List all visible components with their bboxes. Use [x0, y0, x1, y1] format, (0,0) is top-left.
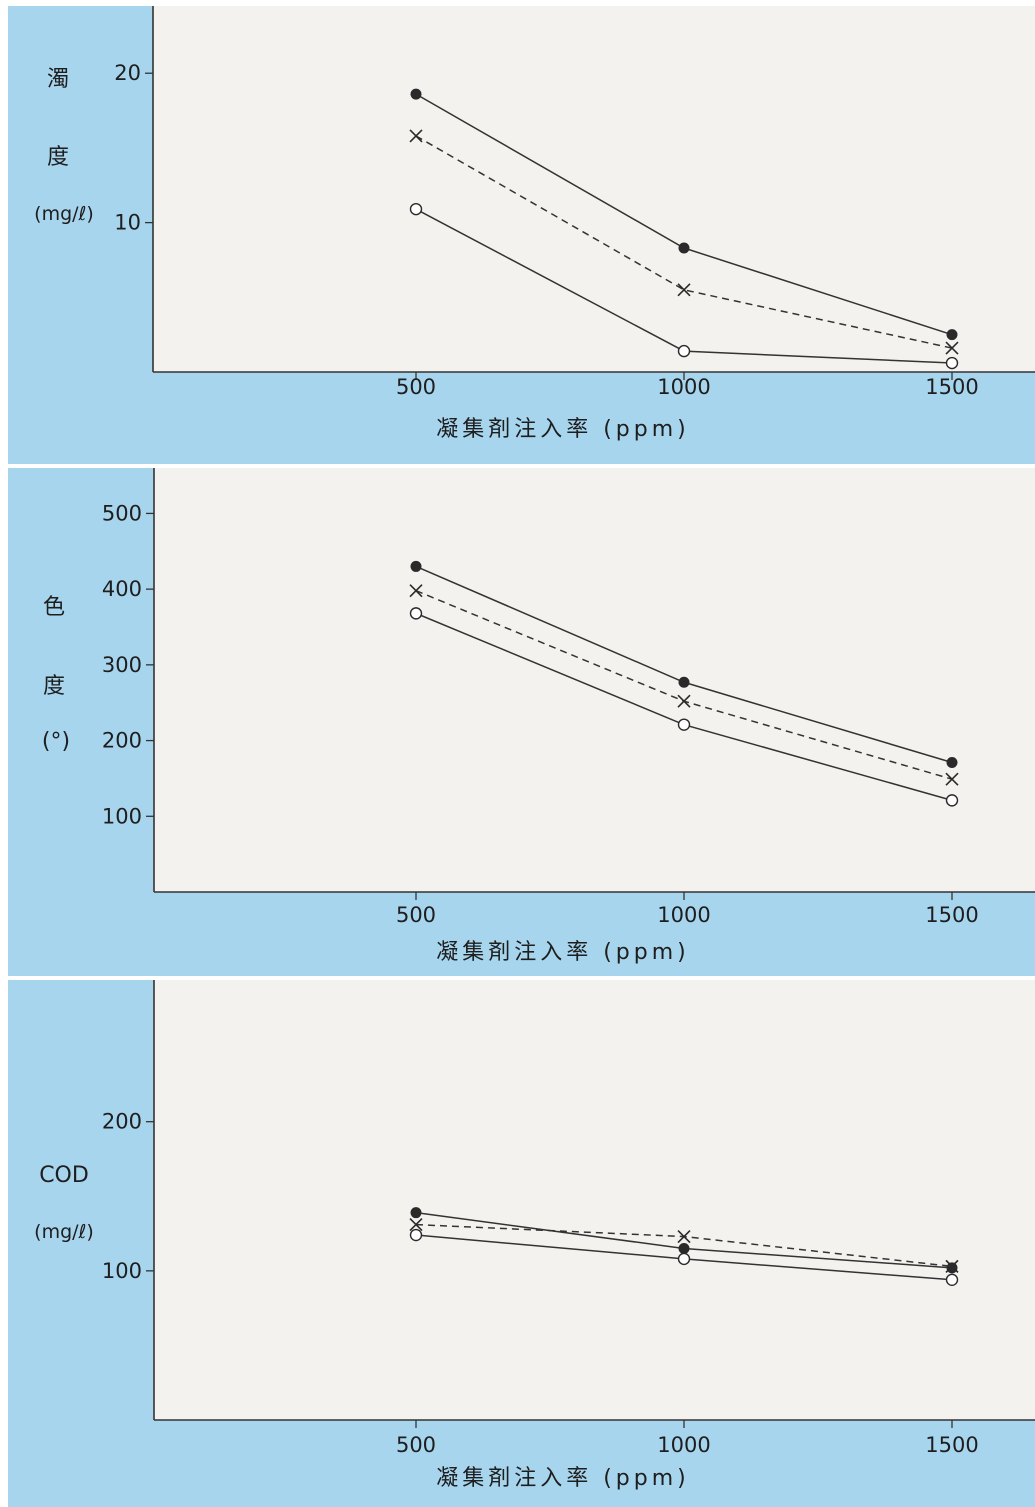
x-axis-label: 凝集剤注入率 (ppm) [436, 1466, 690, 1491]
y-tick-label: 400 [102, 577, 142, 601]
filled-circle-point [678, 676, 690, 688]
open-circle-point [945, 794, 959, 807]
x-tick-label: 1000 [657, 1433, 710, 1457]
y-tick-label: 200 [102, 729, 142, 753]
x-tick-label: 1000 [657, 375, 710, 399]
cod-chart: 100 200 500 1000 1500 凝集剤注入率 (ppm) COD (mg/ℓ) [34, 980, 1035, 1491]
cross-point [677, 1229, 691, 1244]
cross-point [409, 129, 423, 143]
x-tick-label: 1500 [925, 375, 978, 399]
plot-area [154, 468, 1035, 892]
y-tick-label: 20 [114, 61, 141, 85]
cross-stroke [409, 129, 423, 143]
x-tick-label: 1500 [925, 1433, 978, 1457]
filled-circle-point [410, 1207, 422, 1219]
open-circle-point [409, 607, 423, 620]
cross-stroke [677, 1229, 691, 1244]
y-tick-label: 200 [102, 1110, 142, 1134]
filled-circle-point [410, 88, 422, 100]
cross-point [409, 584, 423, 598]
open-circle-point [409, 202, 423, 216]
x-tick-label: 500 [396, 903, 436, 927]
cross-stroke [409, 584, 423, 598]
turbidity-chart: 10 20 500 1000 1500 凝集剤注入率 (ppm) 濁度 (mg/ℓ) [34, 6, 1035, 442]
filled-circle-point [678, 1242, 690, 1254]
open-circle-point [409, 1228, 423, 1242]
y-tick-label: 10 [114, 211, 141, 235]
x-axis-label: 凝集剤注入率 (ppm) [436, 417, 690, 442]
y-axis-label: 度 [43, 674, 65, 699]
cross-stroke [945, 1259, 959, 1273]
y-axis-label: COD [39, 1163, 89, 1188]
filled-circle-point [678, 242, 690, 254]
cross-stroke [677, 694, 691, 708]
plot-area [154, 980, 1035, 1420]
cross-point [945, 772, 959, 786]
y-axis-label: 色 [43, 595, 65, 620]
cross-point [409, 1218, 423, 1232]
cross-point [945, 341, 959, 355]
y-axis-label: (°) [42, 729, 70, 754]
x-tick-label: 1000 [657, 903, 710, 927]
plot-area [153, 6, 1035, 372]
color-chart-panel: 100 200 300 400 500 500 1000 1500 凝集剤注入率 (ppm) 色度… [8, 468, 1035, 976]
cod-chart-panel: 100 200 500 1000 1500 凝集剤注入率 (ppm) COD (mg/ℓ) [8, 980, 1035, 1507]
y-tick-label: 500 [102, 501, 142, 525]
open-circle-point [677, 344, 691, 358]
x-tick-label: 1500 [925, 903, 978, 927]
cross-point [945, 1259, 959, 1273]
filled-circle-point [410, 560, 422, 572]
open-circle-point [677, 718, 691, 731]
y-axis-label: (mg/ℓ) [34, 1221, 94, 1243]
y-axis-label: 度 [47, 145, 69, 170]
x-axis-label: 凝集剤注入率 (ppm) [436, 940, 690, 965]
cross-stroke [945, 772, 959, 786]
turbidity-chart-panel: 10 20 500 1000 1500 凝集剤注入率 (ppm) 濁度 (mg/ℓ) [8, 6, 1035, 464]
open-circle-point [677, 1252, 691, 1266]
y-axis-label: 濁 [47, 67, 69, 92]
y-tick-label: 300 [102, 653, 142, 677]
y-axis-label: (mg/ℓ) [34, 203, 94, 225]
color-chart: 100 200 300 400 500 500 1000 1500 凝集剤注入率 (ppm) 色度… [42, 468, 1035, 965]
filled-circle-point [946, 757, 958, 769]
cross-stroke [409, 1218, 423, 1232]
cross-stroke [677, 283, 691, 297]
x-tick-label: 500 [396, 375, 436, 399]
y-tick-label: 100 [102, 1259, 142, 1283]
filled-circle-point [946, 329, 958, 341]
open-circle-point [945, 356, 959, 370]
y-tick-label: 100 [102, 804, 142, 828]
cross-point [677, 283, 691, 297]
x-tick-label: 500 [396, 1433, 436, 1457]
cross-stroke [945, 341, 959, 355]
open-circle-point [945, 1273, 959, 1286]
cross-point [677, 694, 691, 708]
filled-circle-point [946, 1262, 958, 1274]
